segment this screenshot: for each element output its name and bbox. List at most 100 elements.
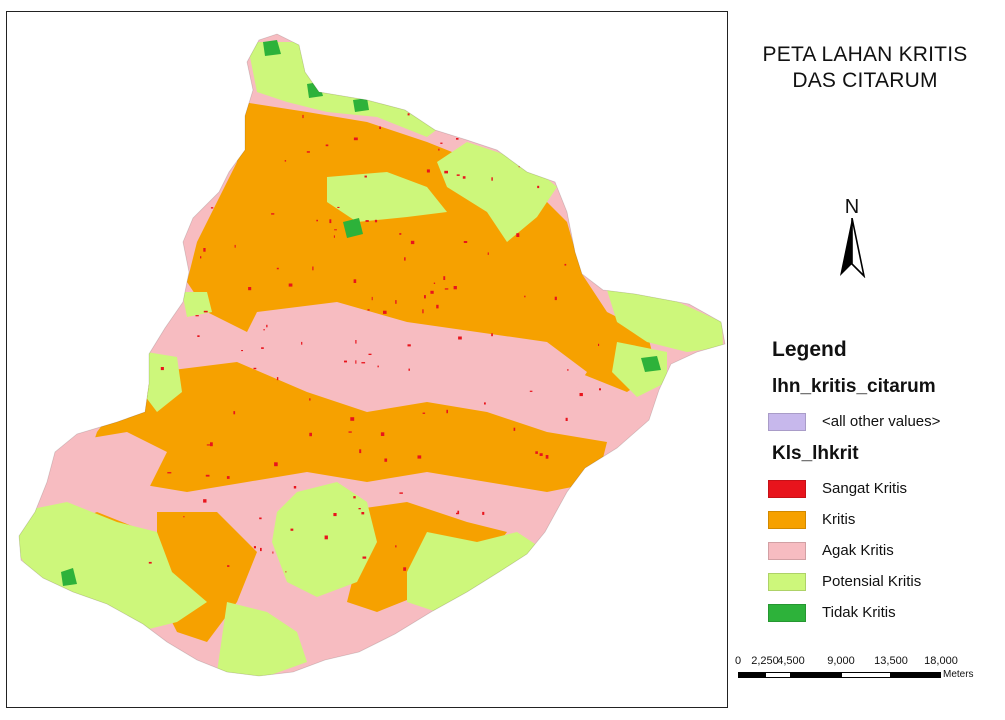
sangat-kritis-speck bbox=[567, 369, 569, 371]
sangat-kritis-speck bbox=[293, 486, 297, 489]
sangat-kritis-speck bbox=[195, 315, 199, 317]
sangat-kritis-speck bbox=[229, 125, 234, 130]
sangat-kritis-speck bbox=[203, 499, 207, 503]
sangat-kritis-speck bbox=[399, 233, 402, 235]
kritis-area-central bbox=[87, 362, 607, 492]
land-criticality-map[interactable] bbox=[7, 12, 728, 708]
sangat-kritis-speck bbox=[456, 174, 460, 176]
scale-segment-4 bbox=[841, 672, 891, 678]
legend-swatch-agak-kritis bbox=[768, 541, 806, 560]
tidak-kritis-patch-5 bbox=[641, 356, 661, 372]
sangat-kritis-speck bbox=[171, 267, 173, 272]
sangat-kritis-speck bbox=[395, 545, 397, 548]
sangat-kritis-speck bbox=[407, 344, 411, 347]
sangat-kritis-speck bbox=[309, 432, 312, 437]
sangat-kritis-speck bbox=[478, 108, 480, 111]
sangat-kritis-speck bbox=[368, 353, 372, 355]
sangat-kritis-speck bbox=[260, 547, 262, 552]
sangat-kritis-speck bbox=[599, 388, 601, 391]
sangat-kritis-speck bbox=[290, 528, 294, 531]
sangat-kritis-speck bbox=[353, 279, 357, 283]
sangat-kritis-speck bbox=[516, 233, 520, 237]
sangat-kritis-speck bbox=[203, 248, 206, 252]
sangat-kritis-speck bbox=[462, 176, 466, 179]
legend-label-tidak-kritis: Tidak Kritis bbox=[822, 604, 896, 621]
sangat-kritis-speck bbox=[446, 409, 448, 414]
sangat-kritis-speck bbox=[205, 474, 210, 477]
sangat-kritis-speck bbox=[266, 324, 268, 328]
potensial-kritis-southwest bbox=[19, 502, 207, 632]
sangat-kritis-speck bbox=[579, 393, 583, 397]
sangat-kritis-speck bbox=[537, 185, 540, 189]
sangat-kritis-speck bbox=[302, 114, 304, 119]
sangat-kritis-speck bbox=[426, 169, 430, 173]
legend-swatch-potensial-kritis bbox=[768, 572, 806, 591]
sangat-kritis-speck bbox=[403, 567, 407, 571]
tidak-kritis-patch-2 bbox=[307, 82, 323, 98]
scale-segment-1 bbox=[738, 672, 765, 678]
sangat-kritis-speck bbox=[438, 148, 440, 151]
sangat-kritis-speck bbox=[422, 309, 424, 314]
scale-tick-0: 0 bbox=[734, 655, 742, 667]
legend-label-kritis: Kritis bbox=[822, 511, 856, 528]
sangat-kritis-speck bbox=[453, 286, 457, 290]
sangat-kritis-speck bbox=[407, 113, 410, 116]
sangat-kritis-speck bbox=[272, 551, 274, 554]
sangat-kritis-speck bbox=[484, 402, 486, 405]
scale-segment-2 bbox=[765, 672, 791, 678]
legend-label-other: <all other values> bbox=[822, 413, 941, 430]
sangat-kritis-speck bbox=[192, 201, 196, 204]
sangat-kritis-speck bbox=[253, 546, 256, 549]
sangat-kritis-speck bbox=[333, 513, 337, 517]
sangat-kritis-speck bbox=[607, 104, 609, 108]
sangat-kritis-speck bbox=[334, 229, 337, 231]
sangat-kritis-speck bbox=[210, 207, 214, 209]
legend-field-name: Kls_lhkrit bbox=[772, 443, 859, 464]
sangat-kritis-speck bbox=[457, 510, 460, 515]
sangat-kritis-speck bbox=[458, 336, 462, 340]
sangat-kritis-speck bbox=[443, 276, 446, 280]
sangat-kritis-speck bbox=[350, 417, 355, 421]
sangat-kritis-speck bbox=[564, 263, 567, 266]
sangat-kritis-speck bbox=[167, 472, 172, 474]
sangat-kritis-speck bbox=[444, 170, 448, 174]
sangat-kritis-speck bbox=[206, 444, 211, 446]
sangat-kritis-speck bbox=[456, 138, 459, 140]
legend-heading: Legend bbox=[772, 338, 847, 361]
legend-row-sangat-kritis: Sangat Kritis bbox=[768, 473, 998, 504]
sangat-kritis-speck bbox=[359, 449, 362, 454]
north-label: N bbox=[844, 196, 860, 218]
sangat-kritis-speck bbox=[226, 476, 230, 479]
sangat-kritis-speck bbox=[329, 219, 332, 224]
sangat-kritis-speck bbox=[316, 219, 318, 222]
potensial-kritis-mountain bbox=[272, 482, 377, 597]
sangat-kritis-speck bbox=[374, 219, 378, 223]
sangat-kritis-speck bbox=[361, 512, 365, 515]
sangat-kritis-speck bbox=[433, 282, 436, 284]
sangat-kritis-speck bbox=[203, 310, 208, 313]
scale-segment-3 bbox=[791, 672, 841, 678]
sangat-kritis-speck bbox=[593, 244, 597, 248]
legend-row-tidak-kritis: Tidak Kritis bbox=[768, 597, 998, 628]
sangat-kritis-speck bbox=[541, 550, 545, 553]
sangat-kritis-speck bbox=[593, 102, 596, 105]
sangat-kritis-speck bbox=[276, 267, 279, 270]
north-arrow: N bbox=[832, 196, 872, 280]
tidak-kritis-patch-3 bbox=[353, 98, 369, 112]
sangat-kritis-speck bbox=[183, 516, 185, 518]
potensial-kritis-south bbox=[217, 602, 307, 676]
sangat-kritis-speck bbox=[395, 300, 397, 304]
sangat-kritis-speck bbox=[513, 427, 516, 431]
sangat-kritis-speck bbox=[185, 169, 187, 172]
scale-tick-5: 18,000 bbox=[924, 655, 958, 667]
sangat-kritis-speck bbox=[276, 377, 279, 381]
sangat-kritis-speck bbox=[337, 206, 340, 208]
sangat-kritis-speck bbox=[284, 160, 287, 162]
north-arrow-icon bbox=[840, 218, 866, 278]
scale-segment-5 bbox=[891, 672, 941, 678]
sangat-kritis-speck bbox=[379, 126, 381, 129]
sangat-kritis-speck bbox=[348, 431, 352, 433]
sangat-kritis-speck bbox=[422, 412, 426, 414]
sangat-kritis-speck bbox=[324, 535, 328, 540]
sangat-kritis-speck bbox=[156, 247, 159, 249]
